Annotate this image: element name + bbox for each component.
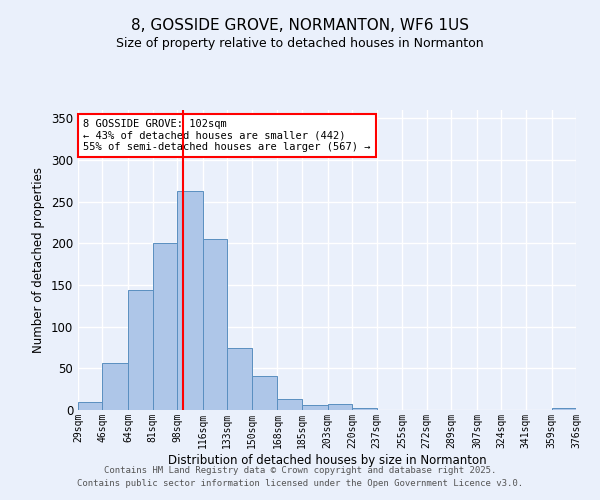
Bar bbox=[277, 399, 302, 410]
Bar bbox=[78, 402, 103, 410]
Bar bbox=[251, 376, 277, 410]
Y-axis label: Number of detached properties: Number of detached properties bbox=[32, 167, 46, 353]
Text: Size of property relative to detached houses in Normanton: Size of property relative to detached ho… bbox=[116, 38, 484, 51]
Bar bbox=[328, 404, 352, 410]
Bar bbox=[203, 239, 227, 410]
Bar bbox=[128, 290, 152, 410]
Bar bbox=[551, 408, 576, 410]
Text: 8 GOSSIDE GROVE: 102sqm
← 43% of detached houses are smaller (442)
55% of semi-d: 8 GOSSIDE GROVE: 102sqm ← 43% of detache… bbox=[83, 119, 370, 152]
Bar bbox=[352, 408, 377, 410]
Bar bbox=[227, 348, 251, 410]
Bar bbox=[103, 362, 128, 410]
Bar bbox=[302, 405, 328, 410]
X-axis label: Distribution of detached houses by size in Normanton: Distribution of detached houses by size … bbox=[167, 454, 487, 466]
Text: 8, GOSSIDE GROVE, NORMANTON, WF6 1US: 8, GOSSIDE GROVE, NORMANTON, WF6 1US bbox=[131, 18, 469, 32]
Text: Contains HM Land Registry data © Crown copyright and database right 2025.
Contai: Contains HM Land Registry data © Crown c… bbox=[77, 466, 523, 487]
Bar bbox=[177, 191, 203, 410]
Bar bbox=[152, 242, 177, 410]
